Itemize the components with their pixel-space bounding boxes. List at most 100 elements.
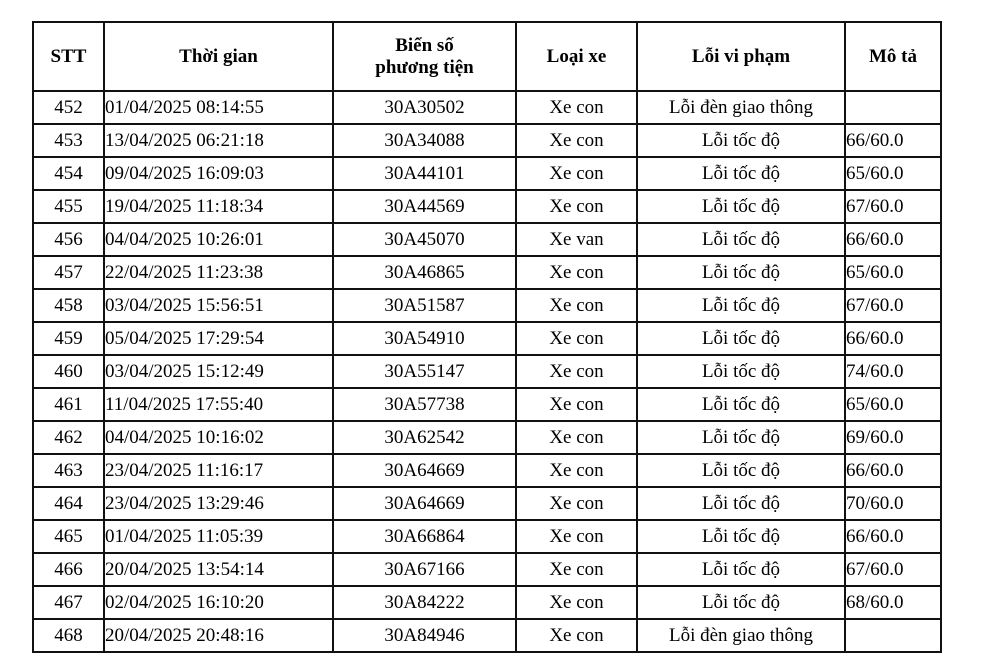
cell-violation: Lỗi tốc độ	[636, 255, 846, 290]
table-row: 455 19/04/2025 11:18:34 30A44569 Xe con Lỗi …	[32, 189, 942, 224]
cell-plate: 30A51587	[332, 288, 517, 323]
cell-plate: 30A46865	[332, 255, 517, 290]
cell-violation: Lỗi đèn giao thông	[636, 618, 846, 653]
cell-violation: Lỗi tốc độ	[636, 189, 846, 224]
cell-stt: 464	[32, 486, 105, 521]
table-row: 456 04/04/2025 10:26:01 30A45070 Xe van Lỗi …	[32, 222, 942, 257]
cell-description: 68/60.0	[844, 585, 942, 620]
cell-description: 67/60.0	[844, 189, 942, 224]
cell-stt: 456	[32, 222, 105, 257]
cell-stt: 457	[32, 255, 105, 290]
table-row: 454 09/04/2025 16:09:03 30A44101 Xe con Lỗi …	[32, 156, 942, 191]
column-header-plate-line1: Biển số	[395, 34, 454, 56]
table-row: 468 20/04/2025 20:48:16 30A84946 Xe con Lỗi …	[32, 618, 942, 653]
cell-description: 65/60.0	[844, 156, 942, 191]
cell-violation: Lỗi tốc độ	[636, 288, 846, 323]
cell-stt: 463	[32, 453, 105, 488]
column-header-plate-line2: phương tiện	[375, 56, 474, 78]
cell-violation: Lỗi tốc độ	[636, 387, 846, 422]
cell-plate: 30A54910	[332, 321, 517, 356]
cell-time: 19/04/2025 11:18:34	[103, 189, 334, 224]
cell-description: 66/60.0	[844, 321, 942, 356]
table-header: STT Thời gian Biển số phương tiện Loại x…	[32, 21, 942, 92]
cell-time: 04/04/2025 10:26:01	[103, 222, 334, 257]
column-header-violation: Lỗi vi phạm	[636, 21, 846, 92]
cell-description: 66/60.0	[844, 123, 942, 158]
table-row: 463 23/04/2025 11:16:17 30A64669 Xe con Lỗi …	[32, 453, 942, 488]
cell-time: 02/04/2025 16:10:20	[103, 585, 334, 620]
cell-time: 01/04/2025 11:05:39	[103, 519, 334, 554]
cell-time: 23/04/2025 11:16:17	[103, 453, 334, 488]
cell-stt: 466	[32, 552, 105, 587]
cell-vehicle-type: Xe con	[515, 189, 638, 224]
cell-stt: 458	[32, 288, 105, 323]
cell-plate: 30A62542	[332, 420, 517, 455]
cell-vehicle-type: Xe con	[515, 519, 638, 554]
cell-stt: 462	[32, 420, 105, 455]
table-row: 460 03/04/2025 15:12:49 30A55147 Xe con Lỗi …	[32, 354, 942, 389]
cell-stt: 468	[32, 618, 105, 653]
cell-description	[844, 618, 942, 653]
cell-violation: Lỗi tốc độ	[636, 123, 846, 158]
cell-violation: Lỗi tốc độ	[636, 156, 846, 191]
document-page: STT Thời gian Biển số phương tiện Loại x…	[32, 21, 942, 653]
cell-plate: 30A64669	[332, 453, 517, 488]
cell-violation: Lỗi tốc độ	[636, 420, 846, 455]
cell-time: 04/04/2025 10:16:02	[103, 420, 334, 455]
cell-plate: 30A44101	[332, 156, 517, 191]
traffic-violations-table: STT Thời gian Biển số phương tiện Loại x…	[32, 21, 942, 653]
table-row: 453 13/04/2025 06:21:18 30A34088 Xe con Lỗi …	[32, 123, 942, 158]
header-row: STT Thời gian Biển số phương tiện Loại x…	[32, 21, 942, 92]
cell-violation: Lỗi đèn giao thông	[636, 90, 846, 125]
cell-plate: 30A66864	[332, 519, 517, 554]
cell-stt: 461	[32, 387, 105, 422]
cell-stt: 465	[32, 519, 105, 554]
cell-description: 74/60.0	[844, 354, 942, 389]
column-header-stt: STT	[32, 21, 105, 92]
cell-violation: Lỗi tốc độ	[636, 321, 846, 356]
table-row: 458 03/04/2025 15:56:51 30A51587 Xe con Lỗi …	[32, 288, 942, 323]
cell-time: 11/04/2025 17:55:40	[103, 387, 334, 422]
cell-violation: Lỗi tốc độ	[636, 585, 846, 620]
cell-time: 05/04/2025 17:29:54	[103, 321, 334, 356]
cell-description: 67/60.0	[844, 552, 942, 587]
table-row: 466 20/04/2025 13:54:14 30A67166 Xe con Lỗi …	[32, 552, 942, 587]
cell-description: 66/60.0	[844, 222, 942, 257]
cell-plate: 30A45070	[332, 222, 517, 257]
cell-time: 20/04/2025 13:54:14	[103, 552, 334, 587]
cell-vehicle-type: Xe con	[515, 90, 638, 125]
cell-description: 65/60.0	[844, 387, 942, 422]
table-row: 465 01/04/2025 11:05:39 30A66864 Xe con Lỗi …	[32, 519, 942, 554]
cell-time: 09/04/2025 16:09:03	[103, 156, 334, 191]
cell-vehicle-type: Xe con	[515, 321, 638, 356]
cell-vehicle-type: Xe van	[515, 222, 638, 257]
cell-plate: 30A64669	[332, 486, 517, 521]
cell-time: 20/04/2025 20:48:16	[103, 618, 334, 653]
cell-stt: 454	[32, 156, 105, 191]
cell-stt: 453	[32, 123, 105, 158]
cell-violation: Lỗi tốc độ	[636, 453, 846, 488]
cell-stt: 452	[32, 90, 105, 125]
table-body: 452 01/04/2025 08:14:55 30A30502 Xe con Lỗi …	[32, 90, 942, 653]
cell-time: 13/04/2025 06:21:18	[103, 123, 334, 158]
cell-description: 69/60.0	[844, 420, 942, 455]
cell-description: 70/60.0	[844, 486, 942, 521]
cell-plate: 30A84222	[332, 585, 517, 620]
cell-time: 01/04/2025 08:14:55	[103, 90, 334, 125]
cell-plate: 30A84946	[332, 618, 517, 653]
cell-vehicle-type: Xe con	[515, 552, 638, 587]
cell-stt: 459	[32, 321, 105, 356]
cell-vehicle-type: Xe con	[515, 618, 638, 653]
cell-plate: 30A30502	[332, 90, 517, 125]
cell-violation: Lỗi tốc độ	[636, 354, 846, 389]
table-row: 452 01/04/2025 08:14:55 30A30502 Xe con Lỗi …	[32, 90, 942, 125]
cell-violation: Lỗi tốc độ	[636, 486, 846, 521]
cell-vehicle-type: Xe con	[515, 255, 638, 290]
cell-violation: Lỗi tốc độ	[636, 222, 846, 257]
table-row: 462 04/04/2025 10:16:02 30A62542 Xe con Lỗi …	[32, 420, 942, 455]
cell-vehicle-type: Xe con	[515, 453, 638, 488]
cell-time: 22/04/2025 11:23:38	[103, 255, 334, 290]
cell-plate: 30A57738	[332, 387, 517, 422]
cell-vehicle-type: Xe con	[515, 420, 638, 455]
column-header-time: Thời gian	[103, 21, 334, 92]
